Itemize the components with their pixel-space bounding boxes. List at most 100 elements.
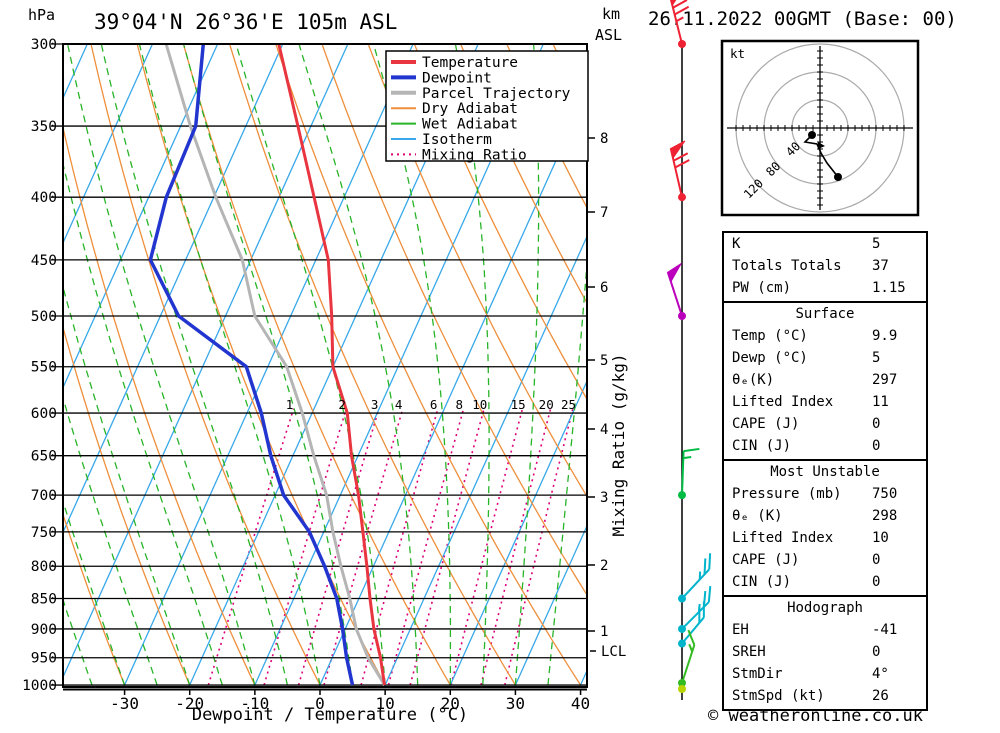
svg-text:15: 15 (511, 397, 526, 412)
row-value: 4° (872, 666, 889, 682)
svg-text:6: 6 (600, 280, 608, 296)
svg-text:500: 500 (31, 309, 57, 325)
svg-text:3: 3 (371, 397, 379, 412)
row-label: CIN (J) (732, 438, 792, 454)
row-value: 750 (872, 486, 898, 502)
row-label: Pressure (mb) (732, 486, 842, 502)
table-row: Lifted Index 10 (724, 527, 926, 549)
row-label: K (732, 236, 741, 252)
svg-text:550: 550 (31, 360, 57, 376)
row-label: PW (cm) (732, 280, 792, 296)
table-row: CIN (J) 0 (724, 435, 926, 457)
row-value: 0 (872, 416, 881, 432)
row-label: Dewp (°C) (732, 350, 808, 366)
wind-barb-1000 (678, 629, 696, 693)
wind-barb-925 (678, 601, 705, 648)
svg-text:Mixing Ratio: Mixing Ratio (422, 147, 527, 163)
row-value: 37 (872, 258, 889, 274)
svg-text:0: 0 (315, 694, 325, 713)
table-row: θₑ (K) 298 (724, 505, 926, 527)
altitude-axis-unit-asl: ASL (595, 26, 623, 44)
table-row: CAPE (J) 0 (724, 549, 926, 571)
hodograph-unit-label: kt (730, 46, 745, 61)
table-row: Temp (°C) 9.9 (724, 325, 926, 347)
row-value: 0 (872, 644, 881, 660)
row-value: 0 (872, 574, 881, 590)
svg-text:20: 20 (539, 397, 554, 412)
svg-text:4: 4 (395, 397, 403, 412)
table-row: Pressure (mb) 750 (724, 483, 926, 505)
row-label: Totals Totals (732, 258, 842, 274)
row-value: 297 (872, 372, 898, 388)
wind-barbs (666, 0, 712, 700)
table-row: EH -41 (724, 619, 926, 641)
row-label: EH (732, 622, 749, 638)
row-value: 0 (872, 438, 881, 454)
table-title: Hodograph (787, 600, 863, 616)
svg-text:700: 700 (31, 488, 57, 504)
table-hodograph: Hodograph EH -41 SREH 0 StmDir 4° StmSpd (kt) 26 (722, 595, 928, 711)
pressure-axis-unit: hPa (28, 6, 56, 24)
row-value: 26 (872, 688, 889, 704)
svg-text:10: 10 (376, 694, 395, 713)
svg-text:8: 8 (600, 131, 608, 147)
mixing-ratio-axis-label: Mixing Ratio (g/kg) (609, 353, 628, 536)
table-row: StmDir 4° (724, 663, 926, 685)
svg-text:350: 350 (31, 119, 57, 135)
svg-text:5: 5 (600, 353, 608, 369)
svg-text:750: 750 (31, 525, 57, 541)
svg-text:1: 1 (600, 624, 608, 640)
table-row: PW (cm) 1.15 (724, 277, 926, 299)
wind-barb-400 (669, 140, 690, 202)
table-row: StmSpd (kt) 26 (724, 685, 926, 707)
row-label: StmDir (732, 666, 783, 682)
row-label: Lifted Index (732, 530, 834, 546)
table-title: Surface (795, 306, 855, 322)
svg-text:-30: -30 (110, 694, 139, 713)
svg-text:450: 450 (31, 253, 57, 269)
row-value: 9.9 (872, 328, 898, 344)
svg-text:10: 10 (472, 397, 487, 412)
row-label: θₑ(K) (732, 372, 775, 388)
svg-text:4: 4 (600, 422, 608, 438)
svg-text:Wet Adiabat: Wet Adiabat (422, 117, 518, 133)
svg-text:950: 950 (31, 651, 57, 667)
svg-text:1: 1 (286, 397, 294, 412)
dewpoint-curve (148, 44, 355, 686)
svg-text:30: 30 (506, 694, 525, 713)
row-value: 10 (872, 530, 889, 546)
row-label: Temp (°C) (732, 328, 808, 344)
table-row: Lifted Index 11 (724, 391, 926, 413)
svg-text:400: 400 (31, 190, 57, 206)
row-value: 298 (872, 508, 898, 524)
row-value: 5 (872, 236, 881, 252)
svg-text:7: 7 (600, 205, 608, 221)
hodograph-arrowhead (818, 142, 825, 149)
page-title: 39°04'N 26°36'E 105m ASL (94, 10, 398, 34)
mixing-ratio-labels: 1 2 3 4 6 8 10 15 20 25 (286, 397, 576, 412)
svg-text:Temperature: Temperature (422, 55, 518, 71)
svg-text:Dry Adiabat: Dry Adiabat (422, 101, 518, 117)
svg-text:Parcel Trajectory: Parcel Trajectory (422, 86, 571, 102)
svg-text:-20: -20 (175, 694, 204, 713)
row-value: 1.15 (872, 280, 906, 296)
wind-barb-900 (678, 586, 712, 633)
row-value: 5 (872, 350, 881, 366)
table-indices: K 5 Totals Totals 37 PW (cm) 1.15 (722, 231, 928, 305)
table-row: Totals Totals 37 (724, 255, 926, 277)
svg-text:25: 25 (561, 397, 576, 412)
svg-text:1000: 1000 (22, 678, 57, 694)
svg-text:20: 20 (441, 694, 460, 713)
table-title: Most Unstable (770, 464, 880, 480)
svg-text:6: 6 (430, 397, 438, 412)
svg-text:850: 850 (31, 592, 57, 608)
row-value: 0 (872, 552, 881, 568)
row-label: CAPE (J) (732, 552, 800, 568)
svg-text:2: 2 (338, 397, 346, 412)
table-most-unstable: Most Unstable Pressure (mb) 750 θₑ (K) 298 Li… (722, 459, 928, 599)
